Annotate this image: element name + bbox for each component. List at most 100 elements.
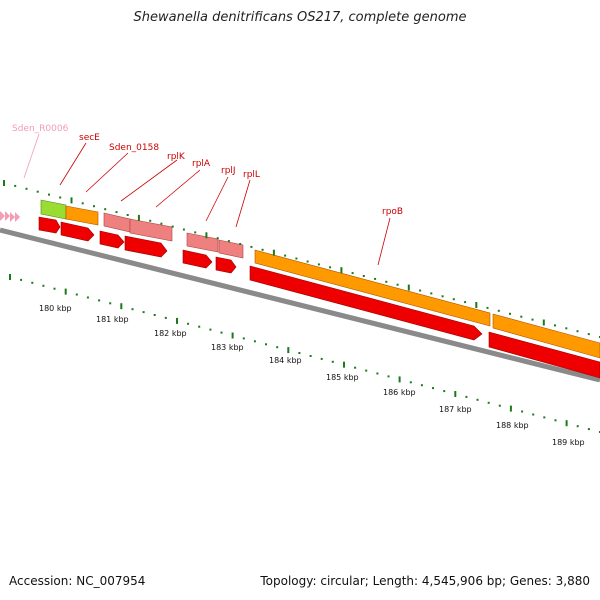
lower-minor-tick (220, 331, 223, 334)
cds-arrow-3 (99, 230, 125, 249)
lower-minor-tick (31, 281, 34, 284)
lower-minor-tick (20, 278, 23, 281)
lower-minor-tick (187, 322, 190, 325)
upper-major-tick (70, 197, 73, 204)
upper-minor-tick (81, 202, 84, 205)
feature-lane-upper (40, 199, 600, 359)
cds-arrow-1 (38, 216, 61, 234)
feature-lime (40, 199, 67, 220)
trna-arrows (0, 211, 20, 222)
genome-summary-text: Topology: circular; Length: 4,545,906 bp… (260, 574, 590, 588)
lower-minor-tick (576, 425, 579, 428)
upper-minor-tick (149, 219, 152, 222)
feature-salmon-1 (103, 212, 131, 233)
gene-label-rpla: rplA (192, 159, 211, 169)
upper-minor-tick (239, 243, 242, 245)
upper-minor-tick (520, 315, 523, 318)
upper-minor-tick (396, 283, 399, 286)
upper-minor-tick (306, 260, 309, 263)
kbp-label-183: 183 kbp (211, 343, 244, 352)
lower-minor-tick (365, 369, 368, 372)
lower-major-tick (176, 317, 178, 324)
upper-minor-tick (14, 184, 17, 187)
upper-minor-tick (284, 254, 287, 257)
tick-row-upper (3, 180, 600, 338)
gene-label-rplk: rplK (167, 152, 186, 162)
lower-major-tick (509, 405, 512, 412)
cds-arrow-5 (182, 249, 213, 269)
gene-label-sece: secE (79, 133, 100, 143)
kbp-label-189: 189 kbp (552, 438, 585, 447)
cds-arrow-rpoB-1 (249, 265, 483, 341)
lower-minor-tick (554, 419, 557, 422)
lower-minor-tick (131, 308, 134, 311)
lower-minor-tick (409, 381, 412, 384)
upper-major-tick (205, 232, 208, 239)
lower-minor-tick (98, 299, 101, 302)
lower-minor-tick (309, 355, 312, 357)
lower-major-tick (343, 361, 345, 368)
feature-orange-rpoB-2 (492, 313, 600, 359)
upper-major-tick (137, 214, 140, 221)
lower-minor-tick (487, 401, 490, 404)
upper-minor-tick (295, 257, 298, 260)
upper-minor-tick (486, 306, 489, 309)
gene-label-sden-0158: Sden_0158 (109, 143, 159, 153)
lower-major-tick (231, 332, 234, 339)
lower-minor-tick (42, 284, 45, 287)
label-leader-lines (23, 133, 391, 266)
lower-minor-tick (198, 325, 201, 328)
upper-minor-tick (576, 330, 579, 333)
lower-minor-tick (320, 357, 323, 360)
lower-minor-tick (242, 337, 245, 340)
gene-label-rpll: rplL (243, 170, 260, 180)
upper-minor-tick (554, 324, 556, 327)
cds-arrow-4 (124, 235, 168, 258)
cds-arrow-6 (215, 256, 237, 274)
upper-minor-tick (509, 312, 511, 315)
lower-minor-tick (532, 413, 535, 416)
upper-minor-tick (351, 272, 354, 275)
upper-minor-tick (430, 292, 433, 295)
upper-minor-tick (464, 301, 467, 304)
lower-minor-tick (331, 360, 334, 363)
lower-minor-tick (164, 316, 167, 319)
upper-major-tick (542, 319, 545, 326)
upper-minor-tick (385, 280, 388, 283)
upper-major-tick (272, 249, 275, 256)
upper-minor-tick (329, 266, 332, 269)
upper-minor-tick (171, 225, 174, 228)
upper-minor-tick (452, 298, 455, 301)
upper-minor-tick (362, 275, 365, 277)
lower-minor-tick (298, 352, 301, 354)
cds-lane-lower (38, 216, 600, 379)
kbp-label-181: 181 kbp (96, 315, 129, 324)
upper-minor-tick (227, 240, 230, 243)
upper-minor-tick (497, 309, 500, 312)
upper-minor-tick (531, 318, 534, 321)
gene-label-sden-r0006: Sden_R0006 (12, 124, 69, 134)
lower-major-tick (120, 303, 123, 310)
upper-minor-tick (126, 214, 129, 216)
genome-title: Shewanella denitrificans OS217, complete… (133, 10, 467, 25)
feature-orange-rpoB-1 (254, 249, 491, 327)
upper-minor-tick (115, 211, 118, 214)
kbp-label-184: 184 kbp (269, 356, 302, 365)
lower-major-tick (9, 274, 11, 280)
lower-minor-tick (521, 410, 524, 413)
cds-arrow-2 (60, 221, 95, 242)
upper-minor-tick (104, 208, 107, 211)
kbp-label-188: 188 kbp (496, 421, 529, 430)
lower-minor-tick (543, 416, 546, 419)
upper-minor-tick (194, 231, 197, 234)
lower-minor-tick (432, 387, 434, 390)
upper-minor-tick (36, 190, 39, 193)
kbp-label-187: 187 kbp (439, 405, 472, 414)
feature-salmon-4 (218, 239, 244, 259)
lower-minor-tick (387, 375, 390, 378)
upper-major-tick (3, 180, 5, 186)
upper-minor-tick (317, 263, 320, 266)
upper-minor-tick (160, 222, 163, 225)
upper-major-tick (340, 267, 343, 274)
